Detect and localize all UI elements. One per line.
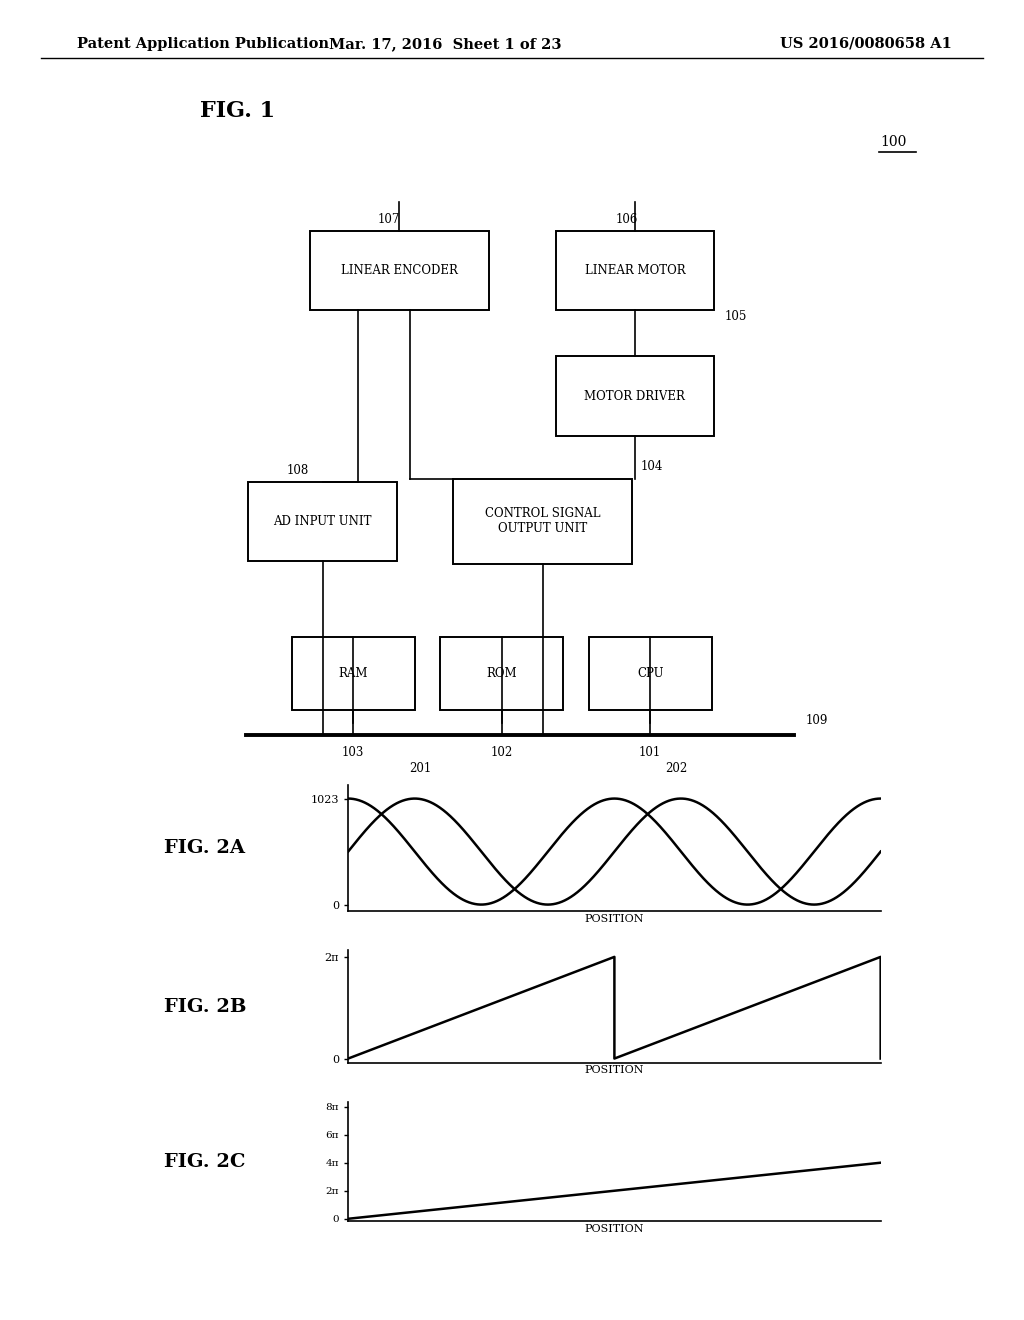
X-axis label: POSITION: POSITION [585,913,644,924]
Text: FIG. 1: FIG. 1 [200,100,274,123]
Text: 101: 101 [639,747,662,759]
Text: 105: 105 [725,310,746,323]
FancyBboxPatch shape [555,231,715,310]
Text: LINEAR MOTOR: LINEAR MOTOR [585,264,685,277]
Text: 201: 201 [409,762,431,775]
Text: 109: 109 [806,714,828,727]
FancyBboxPatch shape [292,638,415,710]
Text: FIG. 2A: FIG. 2A [164,840,245,857]
Text: 106: 106 [615,213,638,226]
Text: 100: 100 [881,135,907,149]
Text: Mar. 17, 2016  Sheet 1 of 23: Mar. 17, 2016 Sheet 1 of 23 [329,37,562,51]
X-axis label: POSITION: POSITION [585,1224,644,1234]
Text: Patent Application Publication: Patent Application Publication [77,37,329,51]
Text: CPU: CPU [637,667,664,680]
FancyBboxPatch shape [248,482,396,561]
Text: 203: 203 [459,994,481,1006]
Text: CONTROL SIGNAL
OUTPUT UNIT: CONTROL SIGNAL OUTPUT UNIT [485,507,600,536]
Text: 104: 104 [641,461,663,474]
FancyBboxPatch shape [453,479,632,565]
FancyBboxPatch shape [589,638,712,710]
Text: MOTOR DRIVER: MOTOR DRIVER [585,389,685,403]
Text: FIG. 2C: FIG. 2C [164,1152,246,1171]
FancyBboxPatch shape [555,356,715,436]
Text: 107: 107 [378,213,400,226]
Text: US 2016/0080658 A1: US 2016/0080658 A1 [780,37,952,51]
FancyBboxPatch shape [440,638,563,710]
Text: 204: 204 [656,1159,679,1172]
Text: 103: 103 [342,747,365,759]
FancyBboxPatch shape [309,231,489,310]
Text: 202: 202 [665,762,687,775]
Text: FIG. 2B: FIG. 2B [164,998,247,1015]
Text: LINEAR ENCODER: LINEAR ENCODER [341,264,458,277]
Text: ROM: ROM [486,667,517,680]
Text: RAM: RAM [339,667,368,680]
Text: 108: 108 [287,463,309,477]
X-axis label: POSITION: POSITION [585,1065,644,1076]
Text: 102: 102 [490,747,513,759]
Text: AD INPUT UNIT: AD INPUT UNIT [273,515,372,528]
